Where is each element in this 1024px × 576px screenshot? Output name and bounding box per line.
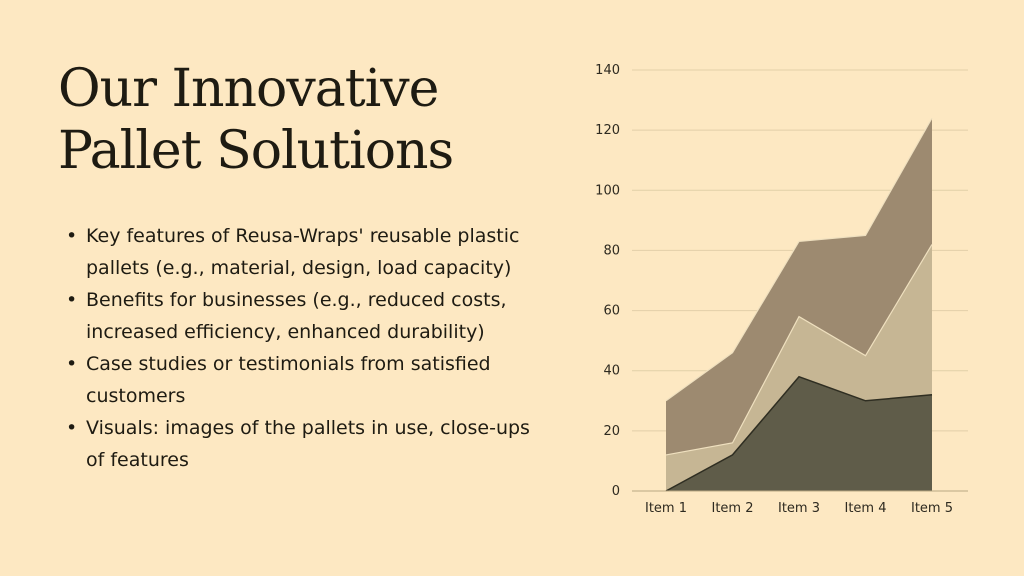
- y-tick-label: 80: [603, 243, 620, 258]
- x-tick-label: Item 5: [911, 501, 953, 516]
- area-series-2-line: [665, 244, 933, 456]
- y-tick-label: 20: [603, 424, 620, 439]
- area-series-3: [666, 376, 932, 491]
- x-tick-label: Item 1: [645, 501, 687, 516]
- title-line-2: Pallet Solutions: [58, 121, 454, 181]
- y-tick-label: 40: [603, 364, 620, 379]
- x-tick-label: Item 4: [845, 501, 887, 516]
- bullet-item: Case studies or testimonials from satisf…: [64, 348, 534, 412]
- y-tick-label: 100: [595, 183, 620, 198]
- bullet-item: Benefits for businesses (e.g., reduced c…: [64, 284, 534, 348]
- y-tick-label: 0: [612, 484, 620, 499]
- y-tick-label: 60: [603, 304, 620, 319]
- x-tick-label: Item 2: [712, 501, 754, 516]
- slide-title: Our Innovative Pallet Solutions: [58, 58, 528, 182]
- x-tick-label: Item 3: [778, 501, 820, 516]
- y-tick-label: 120: [595, 123, 620, 138]
- area-series-1-line: [665, 117, 933, 402]
- title-line-1: Our Innovative: [58, 59, 439, 119]
- bullet-list: Key features of Reusa-Wraps' reusable pl…: [64, 220, 534, 476]
- area-layer: [665, 117, 933, 492]
- y-tick-label: 140: [595, 63, 620, 78]
- area-series-3-line: [665, 375, 933, 492]
- area-chart: 0 20 40 60 80 100 120 140 Item 1 Item 2 Item 3 Item…: [595, 63, 968, 516]
- bullet-item: Key features of Reusa-Wraps' reusable pl…: [64, 220, 534, 284]
- axis-layer: 0 20 40 60 80 100 120 140 Item 1 Item 2 Item 3 Item…: [595, 63, 968, 516]
- bullet-item: Visuals: images of the pallets in use, c…: [64, 412, 534, 476]
